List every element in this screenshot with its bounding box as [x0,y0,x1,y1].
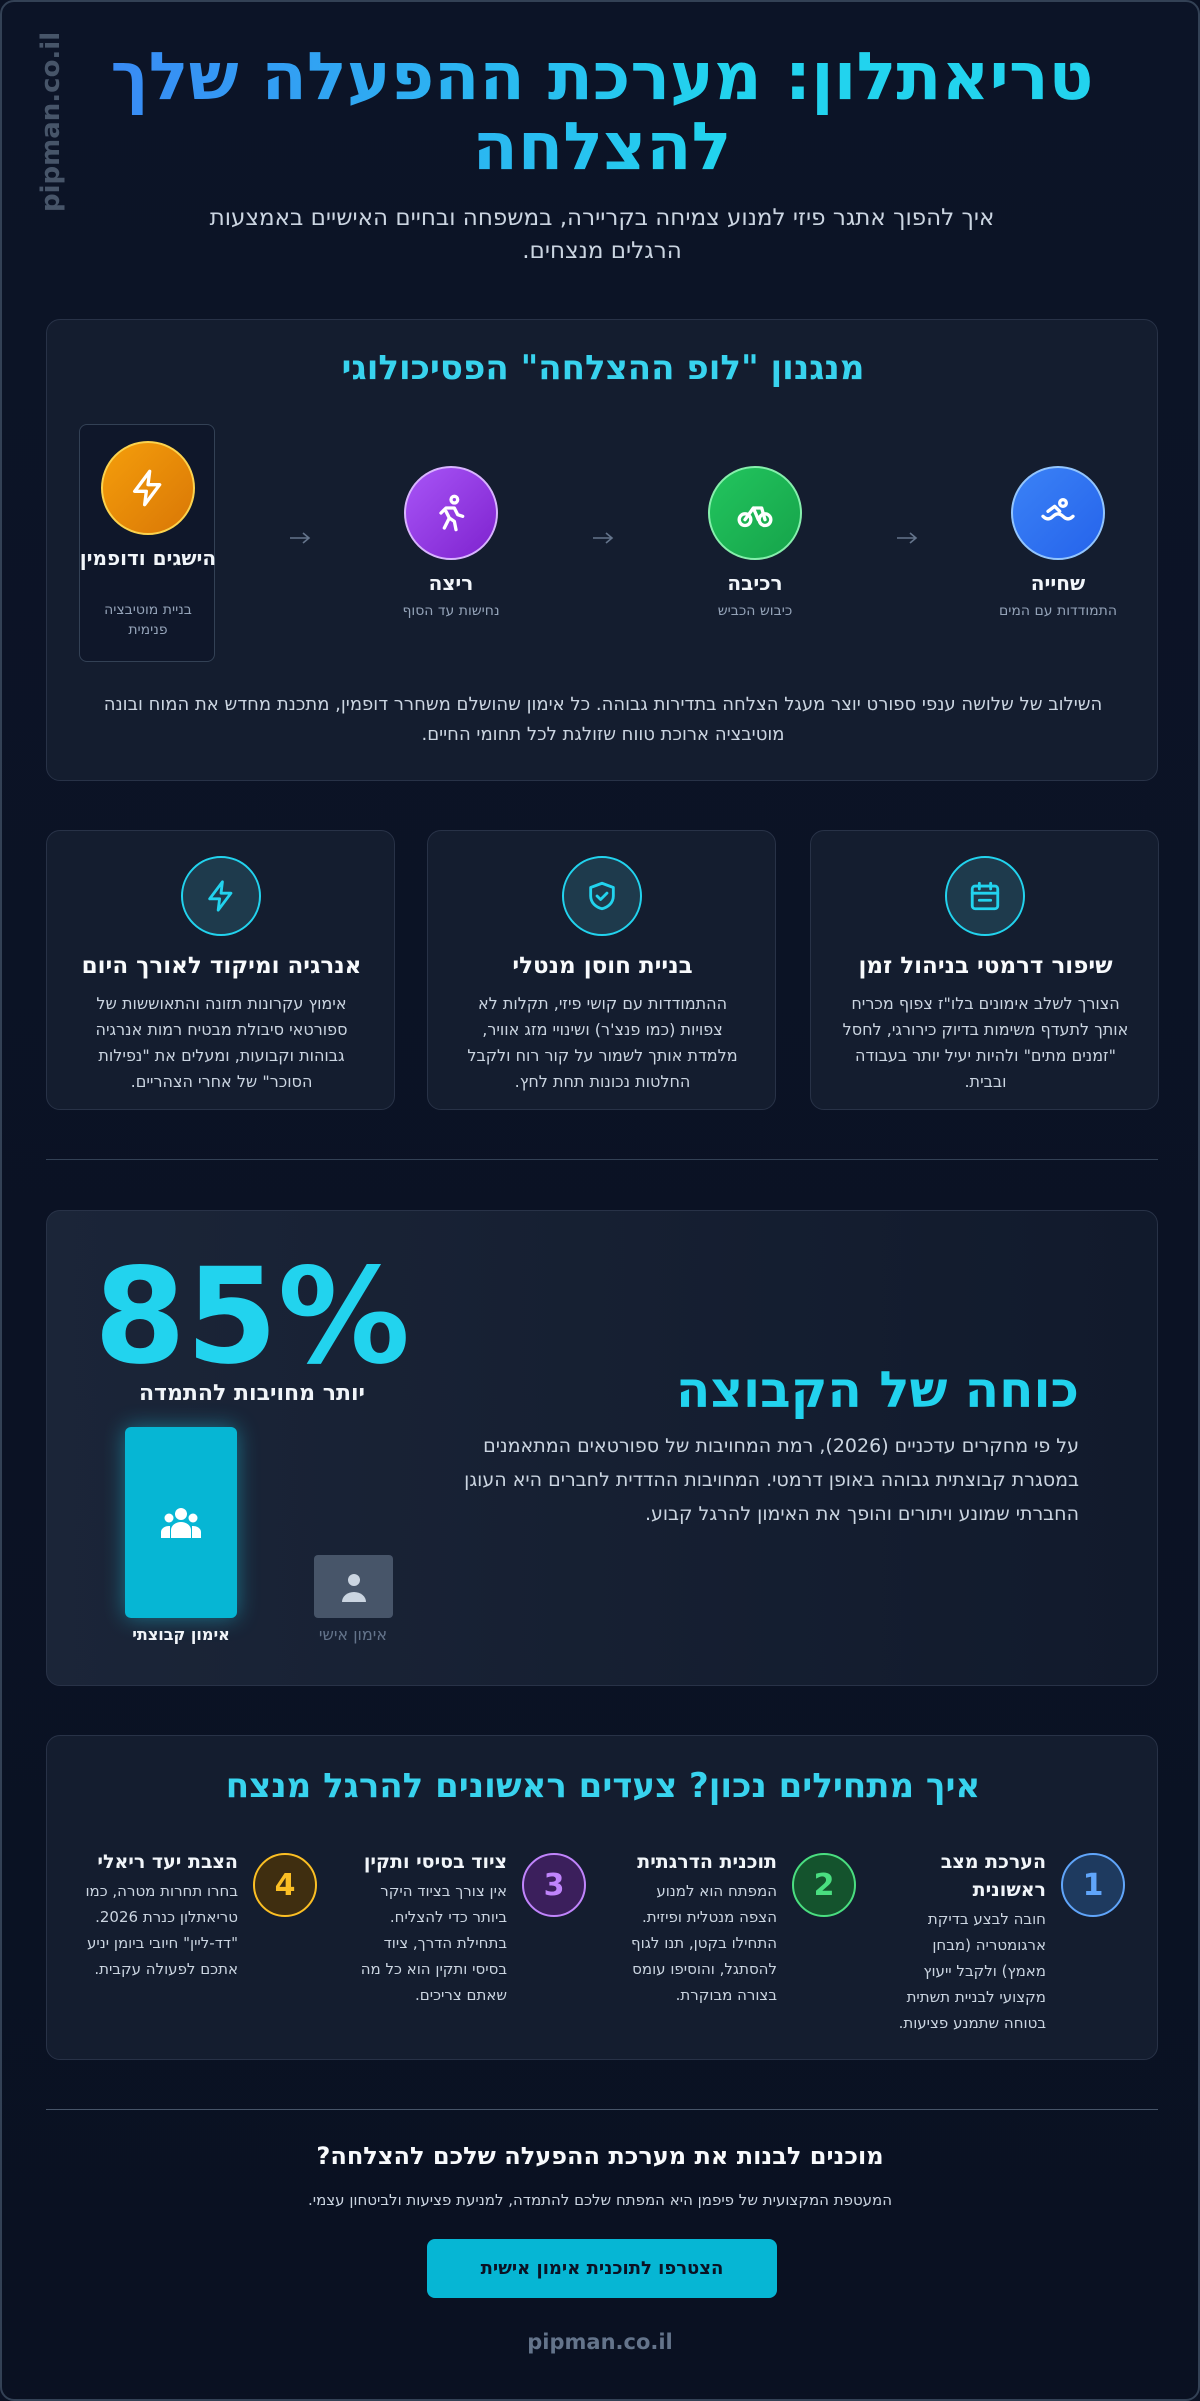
step-text: חובה לבצע בדיקת ארגומטריה (מבחן מאמץ) ול… [898,1910,1046,2032]
step-number: 1 [1061,1853,1125,1917]
benefit-card: אנרגיה ומיקוד לאורך היום אימוץ עקרונות תז… [46,830,395,1110]
arrow-icon [896,532,917,544]
step-title: הצבת יעד ריאלי [97,1851,238,1873]
benefit-card: שיפור דרמטי בניהול זמן הצורך לשלב אימונים… [810,830,1159,1110]
stat-label: יותר מחויבות להתמדה [138,1381,366,1406]
icon [133,469,162,507]
step-label: רכיבה [727,571,783,595]
arrow-icon [289,532,310,544]
step-text: בחרו תחרות מטרה, כמו טריאתלון כנרת 2026.… [85,1882,238,1978]
arrow [591,530,615,544]
page-title: טריאתלון: מערכת ההפעלה שלך להצלחה [42,42,1162,182]
divider [46,2109,1158,2110]
bar-label: אימון קבוצתי [132,1625,230,1644]
team-card: 85% יותר מחויבות להתמדה אימון קבוצתי אימ… [46,1210,1158,1686]
benefit-icon [562,856,642,936]
footer: pipman.co.il [527,2330,673,2354]
section-title: מנגנון "לופ ההצלחה" הפסיכולוגי [341,348,865,388]
step-title: תוכנית הדרגתית [637,1851,777,1873]
step-title: הערכת מצב ראשונית [940,1851,1046,1901]
step-icon [404,466,498,560]
step-caption: נחישות עד הסוף [402,603,500,619]
benefit-icon [181,856,261,936]
benefit-text: הצורך לשלב אימונים בלו"ז צפוף מכריח אותך… [842,994,1129,1091]
step-caption: התמודדות עם המים [998,603,1117,619]
group-icon [161,1507,201,1538]
team-text: על פי מחקרים עדכניים (2026), רמת המחויבו… [464,1435,1079,1525]
benefit-title: שיפור דרמטי בניהול זמן [858,953,1113,979]
arrow [288,530,312,544]
group-bar [125,1427,237,1618]
icon [589,881,615,911]
step-icon [708,466,802,560]
benefit-text: ההתמודדות עם קושי פיזי, תקלות לא צפויות … [467,994,738,1091]
personal-bar [314,1555,393,1618]
step-icon [1011,466,1105,560]
cta-button[interactable]: הצטרפו לתוכנית אימון אישית [427,2239,777,2298]
icon [737,506,773,528]
step-label: הישגים ודופמין [79,546,217,570]
stat: 85% [94,1240,410,1394]
step-caption: בניית מוטיבציה פנימית [104,602,192,638]
step-text: אין צורך בציוד היקר ביותר כדי להצליח. בת… [360,1882,507,2004]
loop-card: מנגנון "לופ ההצלחה" הפסיכולוגי השילוב של… [46,319,1158,781]
step-number: 3 [522,1853,586,1917]
step-label: ריצה [428,571,474,595]
bar-label: אימון אישי [318,1625,388,1644]
section-title: איך מתחילים נכון? צעדים ראשונים להרגל מנ… [225,1766,981,1806]
icon [970,881,1000,911]
step-title: ציוד בסיסי ותקין [363,1851,507,1873]
icon [439,494,465,532]
step-number: 2 [792,1853,856,1917]
benefit-card: בניית חוסן מנטלי ההתמודדות עם קושי פיזי, … [427,830,776,1110]
divider [46,1159,1158,1160]
person-icon [341,1573,366,1602]
icon [208,880,233,912]
step-number: 4 [253,1853,317,1917]
cta-title: מוכנים לבנות את מערכת ההפעלה שלכם להצלחה… [316,2142,884,2170]
cta-text: המעטפת המקצועית של פיפמן היא המפתח שלכם … [307,2191,893,2209]
icon [1041,498,1075,521]
benefit-title: אנרגיה ומיקוד לאורך היום [81,953,362,979]
step-caption: כיבוש הכביש [717,603,793,619]
arrow [895,530,919,544]
step-icon [101,441,195,535]
benefit-title: בניית חוסן מנטלי [512,953,693,979]
loop-text: השילוב של שלושה ענפי ספורט יוצר מעגל הצל… [103,694,1103,745]
step-text: המפתח הוא למנוע הצפה מנטלית ופיזית. התחי… [631,1882,777,2004]
benefit-icon [945,856,1025,936]
step-label: שחייה [1030,571,1086,595]
arrow-icon [593,532,614,544]
team-title: כוחה של הקבוצה [676,1361,1079,1419]
start-card: איך מתחילים נכון? צעדים ראשונים להרגל מנ… [46,1735,1158,2060]
benefit-text: אימוץ עקרונות תזונה והתאוששות של ספורטאי… [95,994,348,1091]
subtitle: איך להפוך אתגר פיזי למנוע צמיחה בקריירה,… [209,205,995,264]
